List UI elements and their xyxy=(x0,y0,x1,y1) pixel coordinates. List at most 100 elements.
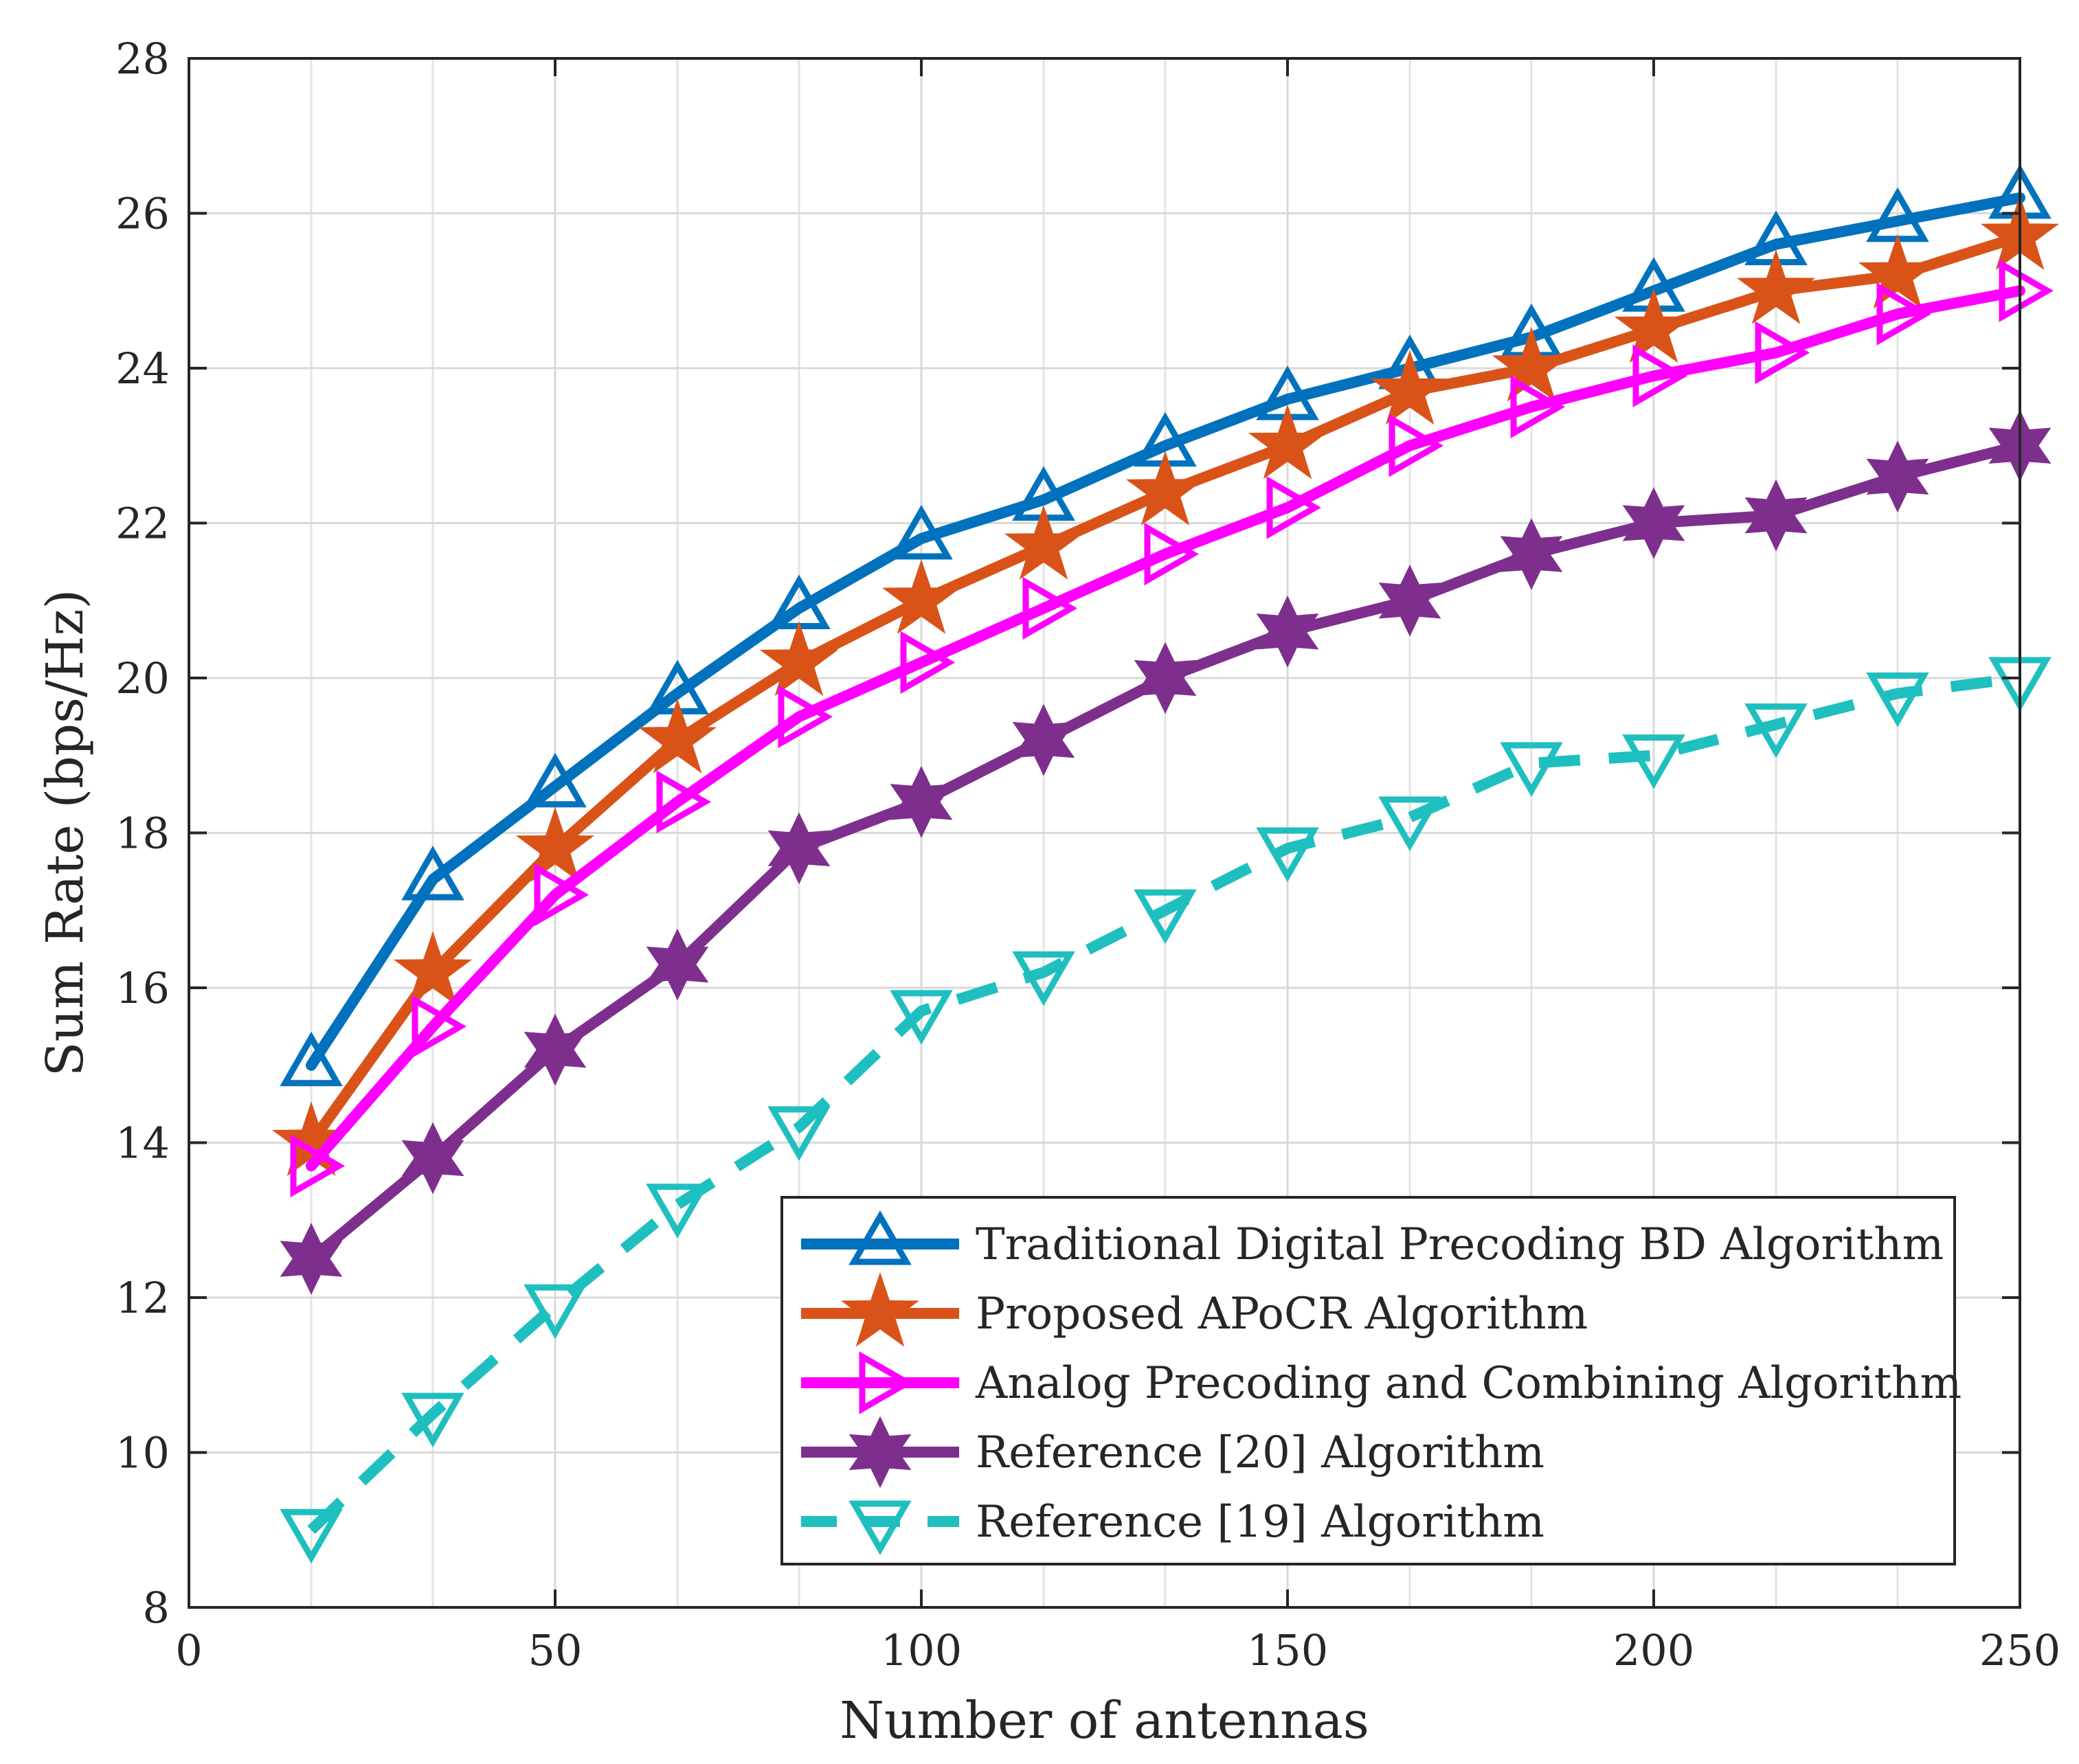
data-point xyxy=(1744,703,1808,758)
data-point xyxy=(1389,414,1444,477)
data-point xyxy=(1492,326,1571,402)
data-point xyxy=(1858,234,1937,309)
legend-marker xyxy=(859,1351,914,1414)
data-point xyxy=(1134,642,1197,714)
data-point xyxy=(890,505,953,560)
legend-label: Analog Precoding and Combining Algorithm xyxy=(975,1358,1962,1409)
y-tick-label: 16 xyxy=(115,963,170,1013)
data-point xyxy=(280,1223,343,1295)
legend-entry: Proposed APoCR Algorithm xyxy=(801,1271,1588,1347)
data-point xyxy=(290,1134,346,1198)
data-point xyxy=(1378,564,1441,637)
data-point xyxy=(759,621,839,697)
data-point xyxy=(767,812,831,885)
legend-entry: Reference [20] Algorithm xyxy=(801,1416,1544,1489)
data-point xyxy=(401,1122,464,1195)
data-point xyxy=(1370,350,1450,425)
data-point xyxy=(524,1013,587,1086)
y-tick-label: 22 xyxy=(115,499,170,549)
data-point xyxy=(1736,249,1816,324)
legend-entry: Traditional Digital Precoding BD Algorit… xyxy=(801,1210,1944,1270)
data-point xyxy=(534,863,589,927)
legend-label: Reference [20] Algorithm xyxy=(976,1427,1544,1478)
data-point xyxy=(524,1284,587,1339)
legend: Traditional Digital Precoding BD Algorit… xyxy=(780,1196,1962,1565)
data-point xyxy=(393,931,473,1006)
data-point xyxy=(280,1508,343,1564)
axis-ticks: 0 50 100 150 200 250 8 10 12 14 16 18 20 22 24 26 28 xyxy=(115,34,2060,1675)
data-point xyxy=(1144,522,1199,586)
legend-marker xyxy=(849,1210,912,1265)
series-line xyxy=(307,672,2021,1535)
series-line xyxy=(306,192,2025,1071)
data-point xyxy=(1134,889,1197,945)
data-point xyxy=(1256,595,1319,668)
x-axis-label: Number of antennas xyxy=(840,1691,1369,1750)
data-point xyxy=(401,1392,464,1448)
y-tick-label: 8 xyxy=(143,1583,170,1633)
data-point xyxy=(1266,476,1322,539)
data-point xyxy=(524,752,587,808)
data-point xyxy=(1632,344,1688,408)
y-tick-label: 20 xyxy=(115,653,170,703)
data-point xyxy=(646,928,709,1001)
data-point xyxy=(900,631,956,694)
data-point xyxy=(1500,518,1563,590)
data-point xyxy=(515,806,595,882)
data-point xyxy=(1744,479,1808,552)
data-point xyxy=(778,685,833,749)
data-point xyxy=(1622,487,1685,559)
data-point xyxy=(1125,451,1205,526)
data-point xyxy=(656,770,712,834)
data-point xyxy=(767,1106,831,1161)
data-point xyxy=(1004,505,1083,580)
data-point xyxy=(1378,796,1441,851)
legend-marker xyxy=(840,1271,920,1347)
data-point xyxy=(890,766,953,838)
data-point xyxy=(1012,703,1075,776)
data-point xyxy=(1500,742,1563,798)
legend-marker xyxy=(849,1416,912,1489)
legend-entry: Analog Precoding and Combining Algorithm xyxy=(801,1351,1962,1414)
data-point xyxy=(1248,404,1327,479)
y-tick-label: 24 xyxy=(115,343,170,394)
legend-box xyxy=(780,1196,1956,1565)
data-point xyxy=(1256,827,1319,883)
data-point xyxy=(1876,282,1931,346)
data-point xyxy=(1614,288,1694,363)
data-point xyxy=(638,699,717,773)
x-tick-label: 100 xyxy=(881,1625,962,1675)
legend-label: Reference [19] Algorithm xyxy=(976,1497,1544,1548)
series-2 xyxy=(271,195,2060,1177)
x-tick-label: 0 xyxy=(175,1625,202,1675)
x-tick-label: 200 xyxy=(1613,1625,1694,1675)
x-tick-label: 50 xyxy=(528,1625,583,1675)
data-point xyxy=(1022,576,1078,640)
data-point xyxy=(1012,951,1075,1006)
data-point xyxy=(412,995,467,1059)
y-tick-label: 26 xyxy=(115,189,170,239)
y-tick-label: 10 xyxy=(115,1428,170,1478)
data-point xyxy=(1866,672,1929,727)
legend-label: Proposed APoCR Algorithm xyxy=(976,1289,1588,1339)
legend-label: Traditional Digital Precoding BD Algorit… xyxy=(976,1219,1944,1270)
series-3 xyxy=(290,259,2054,1198)
y-tick-label: 12 xyxy=(115,1273,170,1323)
data-point xyxy=(280,1031,343,1087)
legend-marker xyxy=(849,1500,912,1556)
data-point xyxy=(646,1184,709,1239)
y-axis-label: Sum Rate (bps/Hz) xyxy=(36,589,95,1077)
y-tick-label: 14 xyxy=(115,1118,170,1168)
x-tick-label: 250 xyxy=(1979,1625,2060,1675)
data-point xyxy=(1510,375,1565,439)
y-tick-label: 18 xyxy=(115,808,170,859)
data-point xyxy=(1755,321,1810,385)
data-point xyxy=(1999,259,2054,323)
data-point xyxy=(1622,734,1685,789)
series-1 xyxy=(280,163,2052,1087)
legend-entry: Reference [19] Algorithm xyxy=(801,1497,1544,1556)
data-point xyxy=(401,846,464,901)
x-tick-label: 150 xyxy=(1247,1625,1328,1675)
y-tick-label: 28 xyxy=(115,34,170,84)
